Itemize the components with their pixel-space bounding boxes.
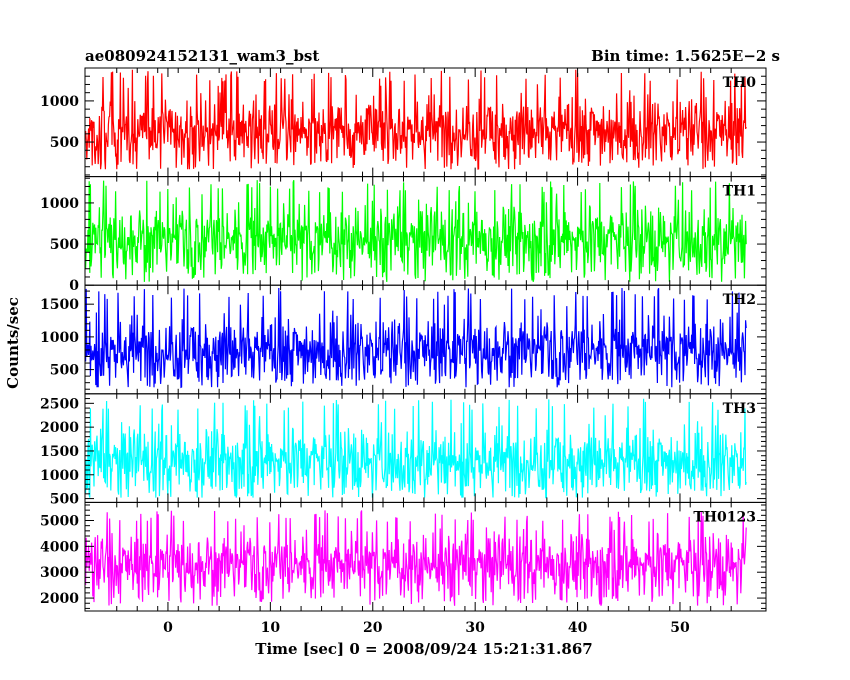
y-tick-label: 0: [69, 278, 79, 294]
y-axis-label: Counts/sec: [4, 297, 22, 389]
series-line-th0: [85, 69, 747, 170]
panels-group: 500 1000 TH0 0 500 1000 TH1 500 1000 1500 TH2 500 10…: [40, 67, 767, 612]
y-tick-label: 500: [50, 135, 79, 151]
y-tick-label: 500: [50, 363, 79, 379]
series-line-th3: [85, 398, 747, 499]
y-tick-label: 2000: [40, 591, 79, 607]
x-tick-labels: 0 10 20 30 40 50: [163, 620, 690, 636]
x-tick-label: 10: [261, 620, 281, 636]
panel-th1: 0 500 1000 TH1: [40, 176, 767, 294]
y-tick-label: 3000: [40, 565, 79, 581]
panel-label: TH1: [723, 184, 756, 200]
panel-th3: 500 1000 1500 2000 2500 TH3: [40, 393, 767, 508]
y-tick-label: 2500: [40, 396, 79, 412]
panel-th0123: 2000 3000 4000 5000 TH0123: [40, 501, 767, 612]
x-tick-label: 20: [363, 620, 383, 636]
y-tick-label: 1000: [40, 468, 79, 484]
y-tick-label: 2000: [40, 420, 79, 436]
y-tick-label: 1000: [40, 330, 79, 346]
y-tick-label: 500: [50, 237, 79, 253]
y-tick-label: 1500: [40, 297, 79, 313]
panel-label: TH0123: [693, 509, 756, 525]
y-tick-label: 1000: [40, 94, 79, 110]
series-line-th0123: [85, 510, 747, 606]
panel-label: TH2: [723, 292, 756, 308]
panel-th2: 500 1000 1500 TH2: [40, 284, 767, 395]
y-tick-label: 1000: [40, 196, 79, 212]
panel-th0: 500 1000 TH0: [40, 67, 767, 178]
x-axis-label: Time [sec] 0 = 2008/09/24 15:21:31.867: [255, 640, 592, 658]
y-tick-label: 500: [50, 492, 79, 508]
chart-title: ae080924152131_wam3_bst: [85, 47, 319, 65]
y-tick-label: 5000: [40, 514, 79, 530]
series-line-th2: [85, 287, 747, 389]
y-tick-label: 1500: [40, 444, 79, 460]
panel-label: TH3: [723, 401, 756, 417]
series-line-th1: [85, 180, 747, 283]
x-tick-label: 50: [670, 620, 690, 636]
x-tick-label: 0: [163, 620, 173, 636]
bin-time-label: Bin time: 1.5625E−2 s: [591, 47, 780, 65]
x-tick-label: 40: [568, 620, 588, 636]
x-tick-label: 30: [465, 620, 485, 636]
panel-label: TH0: [723, 75, 757, 91]
y-tick-label: 4000: [40, 539, 79, 555]
